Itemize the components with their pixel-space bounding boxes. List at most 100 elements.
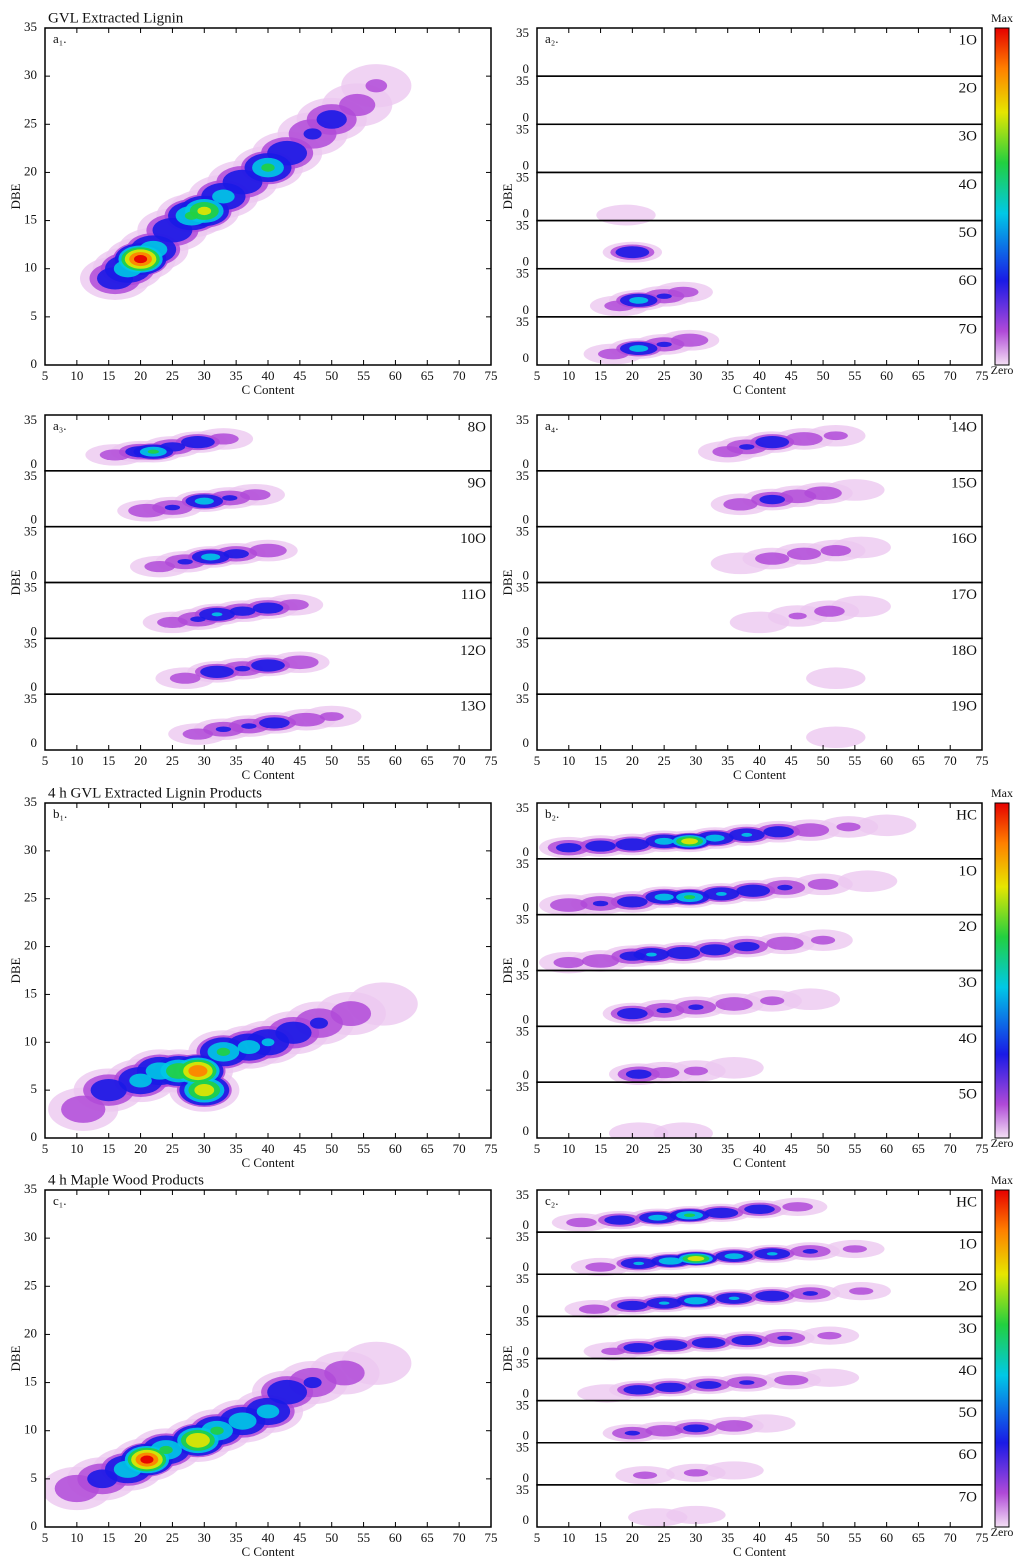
density-blob <box>836 822 861 832</box>
density-blob <box>159 1445 173 1455</box>
density-blob <box>687 1256 705 1262</box>
y-tick-label: 35 <box>516 1079 529 1094</box>
density-blob <box>177 558 193 565</box>
x-tick-label: 55 <box>848 1530 861 1545</box>
x-tick-label: 60 <box>389 1141 402 1156</box>
density-blob <box>239 489 271 501</box>
x-tick-label: 40 <box>262 753 275 768</box>
density-blob <box>782 1202 813 1212</box>
x-tick-label: 30 <box>689 1530 702 1545</box>
density-blob <box>733 941 760 952</box>
subplot-label: 3O <box>959 975 978 991</box>
y-axis-label: DBE <box>500 569 515 595</box>
y-tick-label: 0 <box>523 900 530 915</box>
x-tick-label: 60 <box>880 753 893 768</box>
subplot-frame <box>536 1442 983 1486</box>
y-tick-label: 25 <box>24 115 37 130</box>
x-tick-label: 55 <box>357 753 370 768</box>
y-axis-label: DBE <box>500 1345 515 1371</box>
subplot-label: 10O <box>460 531 486 547</box>
x-tick-label: 45 <box>293 753 306 768</box>
plot-area <box>698 424 891 749</box>
y-tick-label: 35 <box>516 1271 529 1286</box>
y-tick-label: 35 <box>24 468 37 483</box>
x-tick-label: 45 <box>293 1141 306 1156</box>
x-tick-label: 45 <box>785 368 798 383</box>
density-blob <box>820 545 852 557</box>
y-tick-label: 0 <box>31 356 38 371</box>
panel-label: b₂. <box>545 806 559 821</box>
density-blob <box>777 1335 793 1341</box>
plot-area <box>551 1197 891 1527</box>
x-tick-label: 70 <box>944 1141 957 1156</box>
density-blob <box>632 1471 658 1479</box>
x-tick-label: 25 <box>658 1530 671 1545</box>
y-tick-label: 35 <box>516 1355 529 1370</box>
density-blob <box>667 286 699 298</box>
x-axis-label: C Content <box>733 1544 786 1559</box>
density-blob <box>615 246 650 259</box>
x-tick-label: 20 <box>134 1530 147 1545</box>
y-tick-label: 0 <box>523 955 530 970</box>
plot-area <box>79 64 412 300</box>
y-tick-label: 0 <box>523 1011 530 1026</box>
subplot-frame <box>536 316 983 366</box>
density-blob <box>129 1073 152 1088</box>
colorbar-max-label: Max <box>991 1173 1013 1187</box>
y-tick-label: 35 <box>24 635 37 650</box>
subplot-label: 16O <box>951 531 977 547</box>
density-blob <box>90 1079 127 1102</box>
y-tick-label: 0 <box>523 567 530 582</box>
x-tick-label: 65 <box>421 368 434 383</box>
density-blob <box>134 255 148 264</box>
subplot-frame <box>536 1484 983 1528</box>
density-blob <box>763 826 794 838</box>
y-tick-label: 10 <box>24 260 37 275</box>
density-blob <box>194 1084 215 1097</box>
density-blob <box>741 832 753 837</box>
density-blob <box>802 1291 819 1296</box>
x-tick-label: 40 <box>753 753 766 768</box>
x-axis-label: C Content <box>241 767 294 782</box>
x-tick-label: 30 <box>198 1141 211 1156</box>
density-blob <box>849 1287 874 1295</box>
x-tick-label: 5 <box>42 1530 49 1545</box>
x-tick-label: 20 <box>134 1141 147 1156</box>
y-tick-label: 5 <box>31 308 38 323</box>
subplot-label: 4O <box>959 1031 978 1047</box>
density-blob <box>817 1331 842 1340</box>
x-tick-label: 35 <box>230 753 243 768</box>
colorbar-min-label: Zero <box>991 1136 1014 1150</box>
y-tick-label: 0 <box>523 1301 530 1316</box>
density-blob <box>223 549 249 559</box>
subplot-frame <box>536 27 983 77</box>
y-axis-label: DBE <box>8 1345 23 1371</box>
subplot-label: 19O <box>951 699 977 715</box>
density-blob <box>856 814 917 837</box>
y-tick-label: 0 <box>523 254 530 269</box>
y-tick-label: 10 <box>24 1033 37 1048</box>
subplot-label: 7O <box>959 321 978 337</box>
subplot-label: 9O <box>468 475 487 491</box>
plot-area <box>583 204 720 365</box>
x-tick-label: 55 <box>848 1141 861 1156</box>
x-tick-label: 5 <box>42 1141 49 1156</box>
y-tick-label: 0 <box>523 1428 530 1443</box>
y-tick-label: 35 <box>516 314 529 329</box>
subplot-label: 5O <box>959 1405 978 1421</box>
y-tick-label: 0 <box>523 456 530 471</box>
density-blob <box>578 1304 610 1314</box>
x-tick-label: 25 <box>166 1141 179 1156</box>
y-tick-label: 35 <box>516 1482 529 1497</box>
density-blob <box>585 840 616 852</box>
density-blob <box>201 553 221 561</box>
density-blob <box>287 712 325 727</box>
density-blob <box>629 345 649 352</box>
y-tick-label: 35 <box>516 579 529 594</box>
density-blob <box>592 900 609 907</box>
density-blob <box>159 442 186 452</box>
density-blob <box>736 884 771 897</box>
density-blob <box>684 1297 708 1305</box>
subplot-label: 1O <box>959 863 978 879</box>
density-blob <box>281 655 319 670</box>
